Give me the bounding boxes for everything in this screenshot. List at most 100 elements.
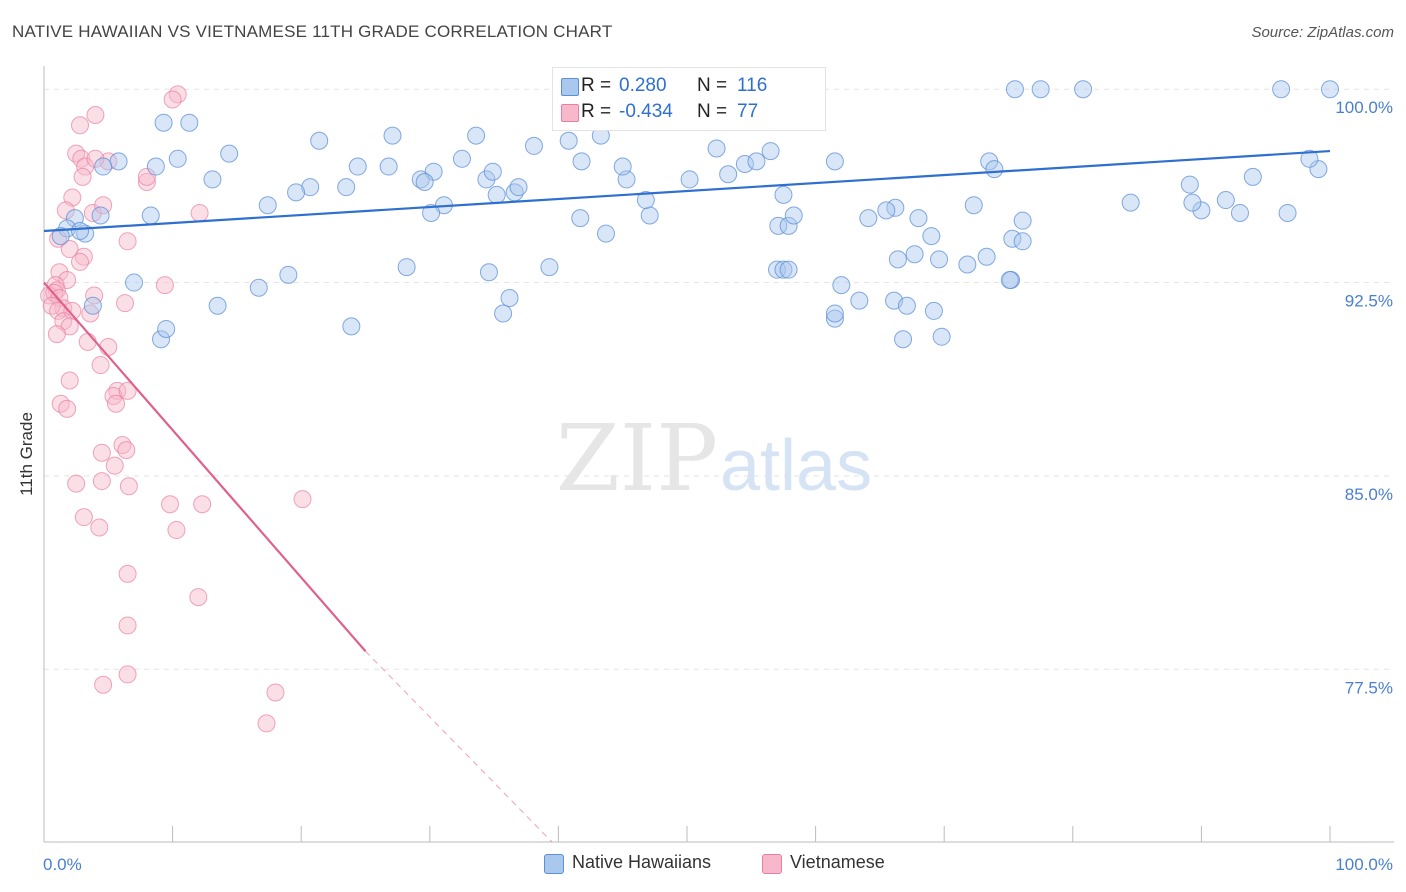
native-hawaiians-point (1031, 80, 1050, 99)
native-hawaiians-point (152, 330, 171, 349)
native-hawaiians-point (342, 317, 361, 336)
native-hawaiians-point (379, 157, 398, 176)
bottom-legend-label: Vietnamese (790, 852, 885, 872)
native-hawaiians-point (310, 131, 329, 150)
vietnamese-point (117, 441, 136, 460)
bottom-legend-swatch-pink (762, 854, 782, 874)
legend-r-label: R = (581, 75, 612, 96)
vietnamese-point (56, 201, 75, 220)
native-hawaiians-point (348, 157, 367, 176)
vietnamese-points (40, 85, 312, 733)
native-hawaiians-point (249, 278, 268, 297)
native-hawaiians-point (825, 304, 844, 323)
vietnamese-point (92, 443, 111, 462)
native-hawaiians-point (157, 319, 176, 338)
native-hawaiians-point (51, 227, 70, 246)
native-hawaiians-point (636, 191, 655, 210)
vietnamese-point (71, 252, 90, 271)
trend-lines (43, 149, 1331, 843)
vietnamese-point (67, 144, 86, 163)
native-hawaiians-point (287, 183, 306, 202)
vietnamese-point (49, 301, 68, 320)
native-hawaiians-point (337, 178, 356, 197)
native-hawaiians-point (479, 263, 498, 282)
native-hawaiians-point (747, 152, 766, 171)
native-hawaiians-point (180, 113, 199, 132)
native-hawaiians-point (1005, 80, 1024, 99)
watermark-zip: ZIP (556, 405, 718, 512)
legend-n-value: 116 (737, 75, 768, 96)
vietnamese-point (118, 564, 137, 583)
vietnamese-trend-extension (365, 650, 553, 843)
native-hawaiians-point (640, 206, 659, 225)
y-tick-label: 92.5% (1345, 292, 1393, 311)
native-hawaiians-point (258, 196, 277, 215)
vietnamese-point (94, 196, 113, 215)
native-hawaiians-point (905, 245, 924, 264)
native-hawaiians-point (1180, 175, 1199, 194)
vietnamese-point (167, 521, 186, 540)
y-tick-label: 85.0% (1345, 485, 1393, 504)
vietnamese-point (71, 116, 90, 135)
native-hawaiians-point (909, 209, 928, 228)
native-hawaiians-point (500, 289, 519, 308)
native-hawaiians-point (735, 154, 754, 173)
vietnamese-point (91, 356, 110, 375)
native-hawaiians-point (146, 157, 165, 176)
native-hawaiians-point (559, 131, 578, 150)
vietnamese-point (119, 477, 138, 496)
native-hawaiians-point (924, 301, 943, 320)
native-hawaiians-trend-line (43, 149, 1331, 233)
vietnamese-point (266, 683, 285, 702)
vietnamese-point (60, 240, 79, 259)
native-hawaiians-point (859, 209, 878, 228)
native-hawaiians-point (71, 221, 90, 240)
bottom-legend-swatch-blue (544, 854, 564, 874)
vietnamese-point (293, 490, 312, 509)
vietnamese-point (137, 167, 156, 186)
native-hawaiians-point (894, 330, 913, 349)
native-hawaiians-point (477, 170, 496, 189)
vietnamese-point (118, 232, 137, 251)
native-hawaiians-point (572, 152, 591, 171)
bottom-legend-vietnamese: Vietnamese (762, 852, 885, 876)
bottom-legend-native-hawaiians: Native Hawaiians (544, 852, 711, 876)
native-hawaiians-point (1300, 149, 1319, 168)
vietnamese-point (189, 588, 208, 607)
native-hawaiians-point (1230, 203, 1249, 222)
native-hawaiians-point (571, 209, 590, 228)
vietnamese-point (163, 90, 182, 109)
native-hawaiians-point (279, 265, 298, 284)
native-hawaiians-point (932, 327, 951, 346)
vietnamese-point (99, 338, 118, 357)
native-hawaiians-point (985, 160, 1004, 179)
vietnamese-point (78, 332, 97, 351)
vietnamese-point (190, 203, 209, 222)
native-hawaiians-point (832, 276, 851, 295)
native-hawaiians-point (301, 178, 320, 197)
vietnamese-point (86, 105, 105, 124)
native-hawaiians-point (494, 304, 513, 323)
vietnamese-point (76, 157, 95, 176)
native-hawaiians-point (774, 260, 793, 279)
native-hawaiians-point (784, 206, 803, 225)
native-hawaiians-point (977, 247, 996, 266)
native-hawaiians-point (452, 149, 471, 168)
native-hawaiians-point (141, 206, 160, 225)
vietnamese-point (155, 276, 174, 295)
vietnamese-point (90, 518, 109, 537)
legend-r-value: -0.434 (619, 101, 673, 122)
native-hawaiians-point (509, 178, 528, 197)
native-hawaiians-point (769, 216, 788, 235)
native-hawaiians-point (1192, 201, 1211, 220)
vietnamese-point (118, 665, 137, 684)
native-hawaiians-point (94, 157, 113, 176)
native-hawaiians-point (1272, 80, 1291, 99)
vietnamese-point (74, 508, 93, 527)
legend-row-vietnamese: R = -0.434 N = 77 (561, 101, 758, 125)
native-hawaiians-point (524, 136, 543, 155)
native-hawaiians-point (415, 173, 434, 192)
vietnamese-trend-line (43, 281, 367, 652)
native-hawaiians-point (613, 157, 632, 176)
vietnamese-point (60, 371, 79, 390)
